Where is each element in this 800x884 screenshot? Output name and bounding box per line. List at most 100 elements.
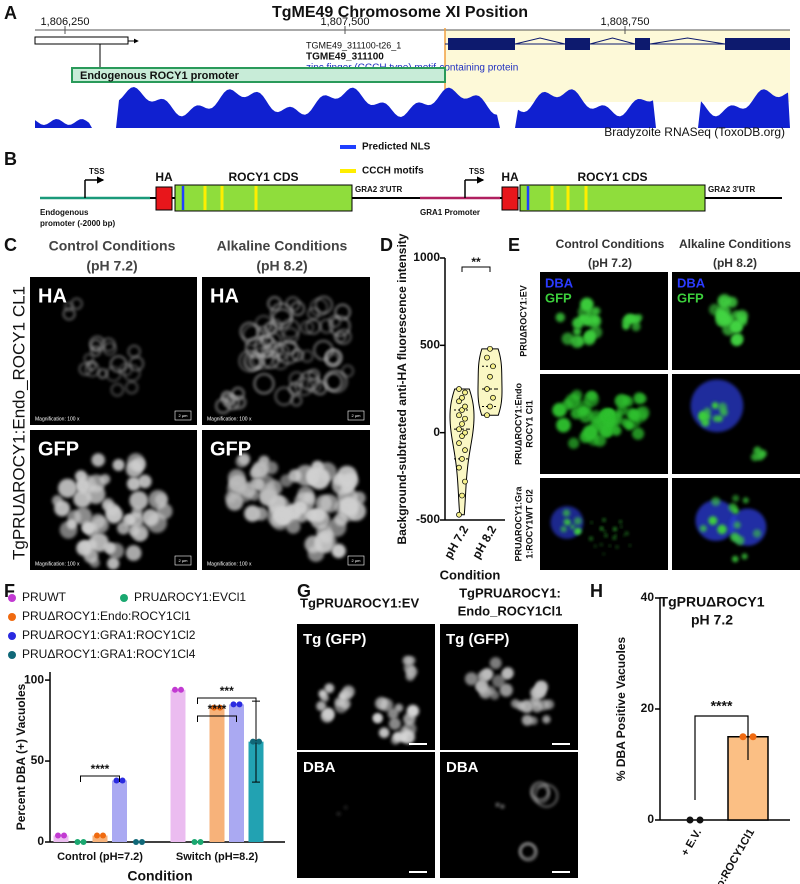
cell — [91, 453, 106, 467]
panel-letter: A — [4, 3, 17, 23]
column-header: (pH 7.2) — [86, 258, 137, 274]
cell — [271, 308, 293, 330]
cell — [717, 524, 727, 535]
cell — [272, 343, 290, 361]
data-point — [250, 738, 256, 745]
cell — [290, 301, 305, 316]
legend-label: PRUWT — [22, 590, 67, 604]
x-tick-label: + E.V. — [679, 827, 704, 858]
cell — [405, 671, 415, 681]
data-point — [133, 839, 139, 845]
data-point — [462, 389, 468, 396]
chart-title: TgPRUΔROCY1 — [660, 594, 765, 610]
cell — [336, 811, 341, 816]
cell — [117, 521, 130, 535]
data-point — [119, 777, 126, 784]
cell — [260, 334, 274, 348]
micrograph: Tg (GFP) — [297, 624, 435, 750]
cell — [90, 345, 102, 357]
channel-label: DBA — [446, 759, 479, 776]
significance: **** — [91, 762, 110, 776]
row-label: PRUΔROCY1:EV — [518, 285, 528, 356]
micrograph — [540, 374, 668, 474]
cell — [255, 315, 273, 333]
image-background — [297, 752, 435, 878]
cell — [329, 315, 351, 337]
cell — [86, 539, 97, 551]
promoter-label: GRA1 Promoter — [420, 208, 480, 217]
transcript-id: TGME49_311100-t26_1 — [306, 40, 401, 50]
cell — [231, 387, 245, 400]
data-point — [456, 426, 462, 433]
violin — [449, 388, 475, 516]
cell — [280, 319, 301, 339]
ha-label: HA — [155, 170, 173, 184]
data-point — [490, 363, 496, 370]
micrograph — [540, 478, 668, 570]
cell — [288, 469, 302, 483]
cell — [500, 804, 505, 809]
cell — [481, 668, 494, 681]
cell — [119, 362, 133, 377]
cell — [623, 534, 626, 537]
cell — [314, 295, 333, 314]
scale-bar — [552, 871, 570, 873]
cell — [125, 380, 139, 395]
data-point — [217, 704, 223, 711]
cell — [372, 713, 383, 724]
ha-tag — [155, 186, 173, 211]
cell — [719, 408, 728, 417]
cell — [501, 670, 511, 680]
data-point — [739, 733, 747, 741]
micrograph: Tg (GFP) — [440, 624, 578, 750]
cell — [294, 377, 313, 396]
cell — [556, 417, 571, 433]
channel-label: DBA — [303, 759, 336, 776]
cell — [324, 683, 335, 694]
micrograph: DBA — [440, 752, 578, 878]
cell — [612, 527, 617, 532]
cell — [131, 457, 146, 472]
cell — [570, 335, 584, 348]
data-point — [94, 832, 100, 839]
cell — [138, 474, 152, 489]
bar — [92, 835, 108, 842]
cell — [495, 802, 500, 807]
intron-chevron — [514, 37, 566, 45]
cell — [129, 491, 149, 510]
data-point — [178, 686, 184, 693]
data-point — [487, 373, 493, 380]
micrograph: HA Magnification: 100 x 2 µm — [30, 277, 197, 425]
significance-bracket — [461, 266, 491, 272]
cell — [319, 318, 334, 334]
position-label: 1,808,750 — [601, 16, 650, 28]
cell — [308, 467, 331, 490]
data-point — [686, 816, 694, 824]
cell — [92, 516, 109, 534]
cell — [110, 383, 124, 397]
cell — [733, 521, 741, 529]
cell — [62, 307, 76, 321]
x-tick-label: Control (pH=7.2) — [57, 851, 143, 863]
data-point — [459, 492, 465, 499]
cell — [311, 507, 326, 523]
cell — [54, 500, 71, 517]
ha-label: HA — [501, 170, 519, 184]
cell — [717, 315, 729, 327]
scale-bar-box — [174, 410, 192, 421]
panel-letter: E — [508, 235, 520, 255]
cell — [586, 390, 597, 402]
column-header: TgPRUΔROCY1: — [459, 585, 561, 600]
y-tick-label: 0 — [433, 425, 440, 439]
bar — [229, 704, 244, 842]
legend-label: Predicted NLS — [362, 142, 431, 153]
data-point — [487, 403, 493, 410]
cell — [631, 322, 641, 332]
data-point — [462, 403, 468, 410]
legend-label: PRUΔROCY1:Endo:ROCY1Cl1 — [22, 609, 191, 623]
x-axis-label: Condition — [440, 567, 501, 582]
row-label: PRUΔROCY1:Gra — [513, 486, 523, 562]
cell — [390, 735, 400, 745]
cell — [274, 386, 294, 406]
cell — [638, 394, 647, 404]
